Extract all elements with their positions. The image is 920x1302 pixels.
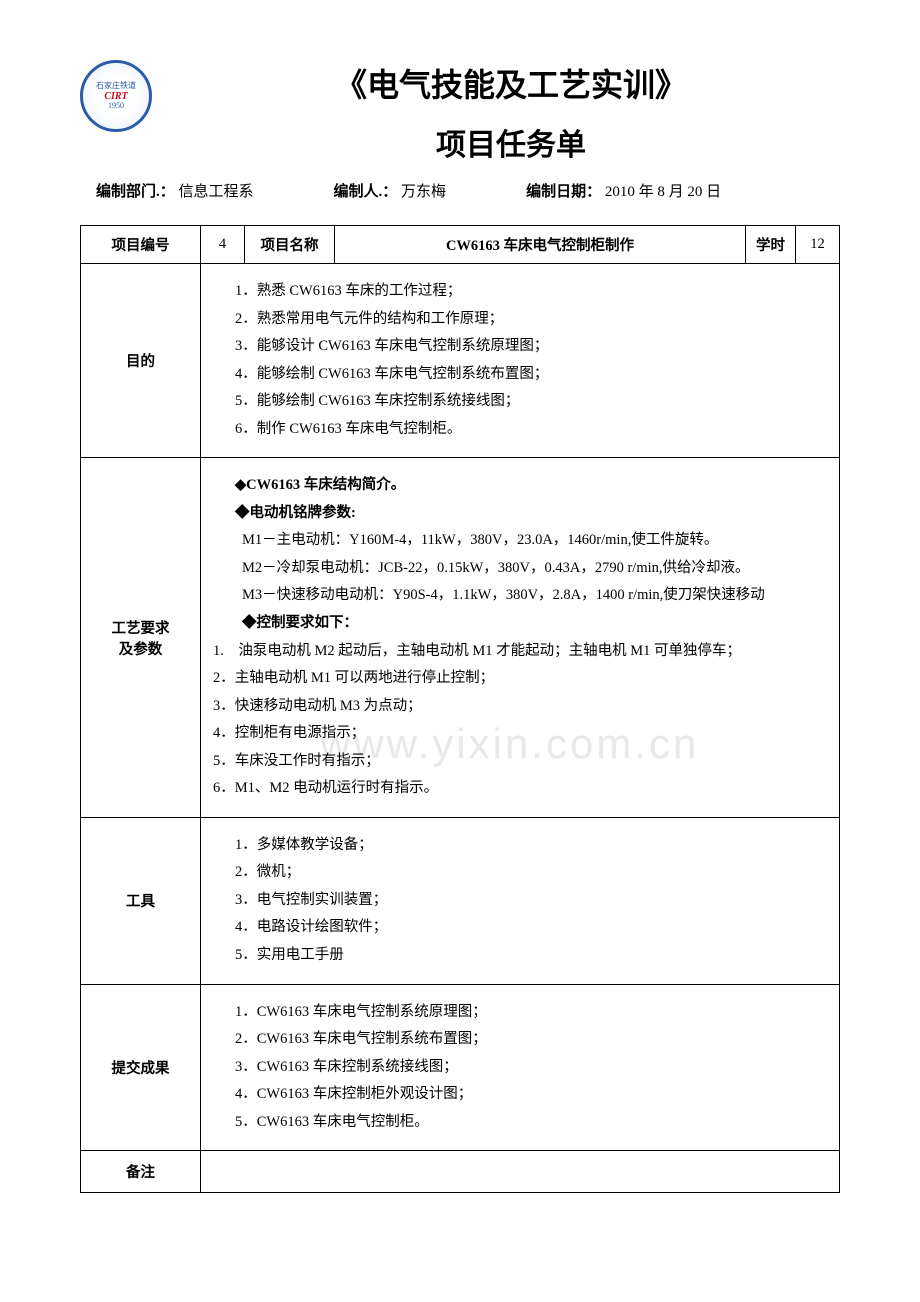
dept-value: 信息工程系 <box>179 184 254 200</box>
date-label: 编制日期： <box>526 184 601 200</box>
list-item: 5．CW6163 车床电气控制柜。 <box>213 1109 827 1137</box>
hours-label: 学时 <box>746 226 796 264</box>
list-item: 5．实用电工手册 <box>213 942 827 970</box>
proj-name-value: CW6163 车床电气控制柜制作 <box>335 226 746 264</box>
list-item: 2．熟悉常用电气元件的结构和工作原理； <box>213 306 827 334</box>
req-head-2: ◆电动机铭牌参数: <box>213 500 827 528</box>
list-item: 2．微机； <box>213 859 827 887</box>
logo-top-text: 石家庄铁道 <box>96 82 136 91</box>
author-label: 编制人.： <box>334 184 398 200</box>
list-item: 4．电路设计绘图软件； <box>213 914 827 942</box>
req-label-1: 工艺要求 <box>87 617 194 638</box>
hours-value: 12 <box>796 226 840 264</box>
meta-author: 编制人.： 万东梅 <box>334 180 447 201</box>
table-row-requirements: 工艺要求 及参数 ◆CW6163 车床结构简介。 ◆电动机铭牌参数: M1－主电… <box>81 458 840 818</box>
document-title-1: 《电气技能及工艺实训》 <box>182 60 840 106</box>
proj-num-value: 4 <box>201 226 245 264</box>
list-item: 4．CW6163 车床控制柜外观设计图； <box>213 1081 827 1109</box>
list-item: 1．CW6163 车床电气控制系统原理图； <box>213 999 827 1027</box>
list-item: 3．能够设计 CW6163 车床电气控制系统原理图； <box>213 333 827 361</box>
proj-num-label: 项目编号 <box>81 226 201 264</box>
list-item: 3．电气控制实训装置； <box>213 887 827 915</box>
task-table: 项目编号 4 项目名称 CW6163 车床电气控制柜制作 学时 12 目的 1．… <box>80 225 840 1193</box>
req-m1: M1－主电动机：Y160M-4，11kW，380V，23.0A，1460r/mi… <box>213 527 827 555</box>
author-value: 万东梅 <box>401 184 446 200</box>
document-header: 石家庄铁道 CIRT 1950 《电气技能及工艺实训》 项目任务单 <box>80 60 840 164</box>
notes-label: 备注 <box>81 1151 201 1193</box>
list-item: 2．主轴电动机 M1 可以两地进行停止控制； <box>213 665 827 693</box>
list-item: 5．能够绘制 CW6163 车床控制系统接线图； <box>213 388 827 416</box>
tools-content: 1．多媒体教学设备； 2．微机； 3．电气控制实训装置； 4．电路设计绘图软件；… <box>201 817 840 984</box>
list-item: 5．车床没工作时有指示； <box>213 748 827 776</box>
document-title-2: 项目任务单 <box>182 120 840 164</box>
table-row-notes: 备注 <box>81 1151 840 1193</box>
logo-bottom-text: 1950 <box>96 102 136 111</box>
title-block: 《电气技能及工艺实训》 项目任务单 <box>182 60 840 164</box>
proj-name-label: 项目名称 <box>245 226 335 264</box>
notes-content <box>201 1151 840 1193</box>
date-value: 2010 年 8 月 20 日 <box>605 184 721 200</box>
list-item: 2．CW6163 车床电气控制系统布置图； <box>213 1026 827 1054</box>
table-row-deliverables: 提交成果 1．CW6163 车床电气控制系统原理图； 2．CW6163 车床电气… <box>81 984 840 1151</box>
logo-text: 石家庄铁道 CIRT 1950 <box>96 82 136 111</box>
meta-row: 编制部门.： 信息工程系 编制人.： 万东梅 编制日期： 2010 年 8 月 … <box>80 180 840 225</box>
meta-dept: 编制部门.： 信息工程系 <box>96 180 254 201</box>
deliver-content: 1．CW6163 车床电气控制系统原理图； 2．CW6163 车床电气控制系统布… <box>201 984 840 1151</box>
list-item: 4．能够绘制 CW6163 车床电气控制系统布置图； <box>213 361 827 389</box>
req-content: ◆CW6163 车床结构简介。 ◆电动机铭牌参数: M1－主电动机：Y160M-… <box>201 458 840 818</box>
page-container: www.yixin.com.cn 石家庄铁道 CIRT 1950 《电气技能及工… <box>80 60 840 1193</box>
deliver-label: 提交成果 <box>81 984 201 1151</box>
logo-mid-text: CIRT <box>96 91 136 102</box>
table-row-purpose: 目的 1．熟悉 CW6163 车床的工作过程； 2．熟悉常用电气元件的结构和工作… <box>81 264 840 458</box>
institution-logo: 石家庄铁道 CIRT 1950 <box>80 60 152 132</box>
list-item: 3．CW6163 车床控制系统接线图； <box>213 1054 827 1082</box>
purpose-label: 目的 <box>81 264 201 458</box>
req-head-1: ◆CW6163 车床结构简介。 <box>213 472 827 500</box>
table-row-header: 项目编号 4 项目名称 CW6163 车床电气控制柜制作 学时 12 <box>81 226 840 264</box>
req-m3: M3－快速移动电动机：Y90S-4，1.1kW，380V，2.8A，1400 r… <box>213 582 827 610</box>
req-m2: M2－冷却泵电动机：JCB-22，0.15kW，380V，0.43A，2790 … <box>213 555 827 583</box>
list-item: 4．控制柜有电源指示； <box>213 720 827 748</box>
list-item: 6．制作 CW6163 车床电气控制柜。 <box>213 416 827 444</box>
purpose-content: 1．熟悉 CW6163 车床的工作过程； 2．熟悉常用电气元件的结构和工作原理；… <box>201 264 840 458</box>
req-label-2: 及参数 <box>87 638 194 659</box>
list-item: 3．快速移动电动机 M3 为点动； <box>213 693 827 721</box>
req-label: 工艺要求 及参数 <box>81 458 201 818</box>
req-ctrl-head: ◆控制要求如下： <box>213 610 827 638</box>
list-item: 1．多媒体教学设备； <box>213 832 827 860</box>
list-item: 1. 油泵电动机 M2 起动后，主轴电动机 M1 才能起动；主轴电机 M1 可单… <box>213 638 827 666</box>
tools-label: 工具 <box>81 817 201 984</box>
list-item: 6．M1、M2 电动机运行时有指示。 <box>213 775 827 803</box>
table-row-tools: 工具 1．多媒体教学设备； 2．微机； 3．电气控制实训装置； 4．电路设计绘图… <box>81 817 840 984</box>
meta-date: 编制日期： 2010 年 8 月 20 日 <box>526 180 721 201</box>
dept-label: 编制部门.： <box>96 184 175 200</box>
list-item: 1．熟悉 CW6163 车床的工作过程； <box>213 278 827 306</box>
